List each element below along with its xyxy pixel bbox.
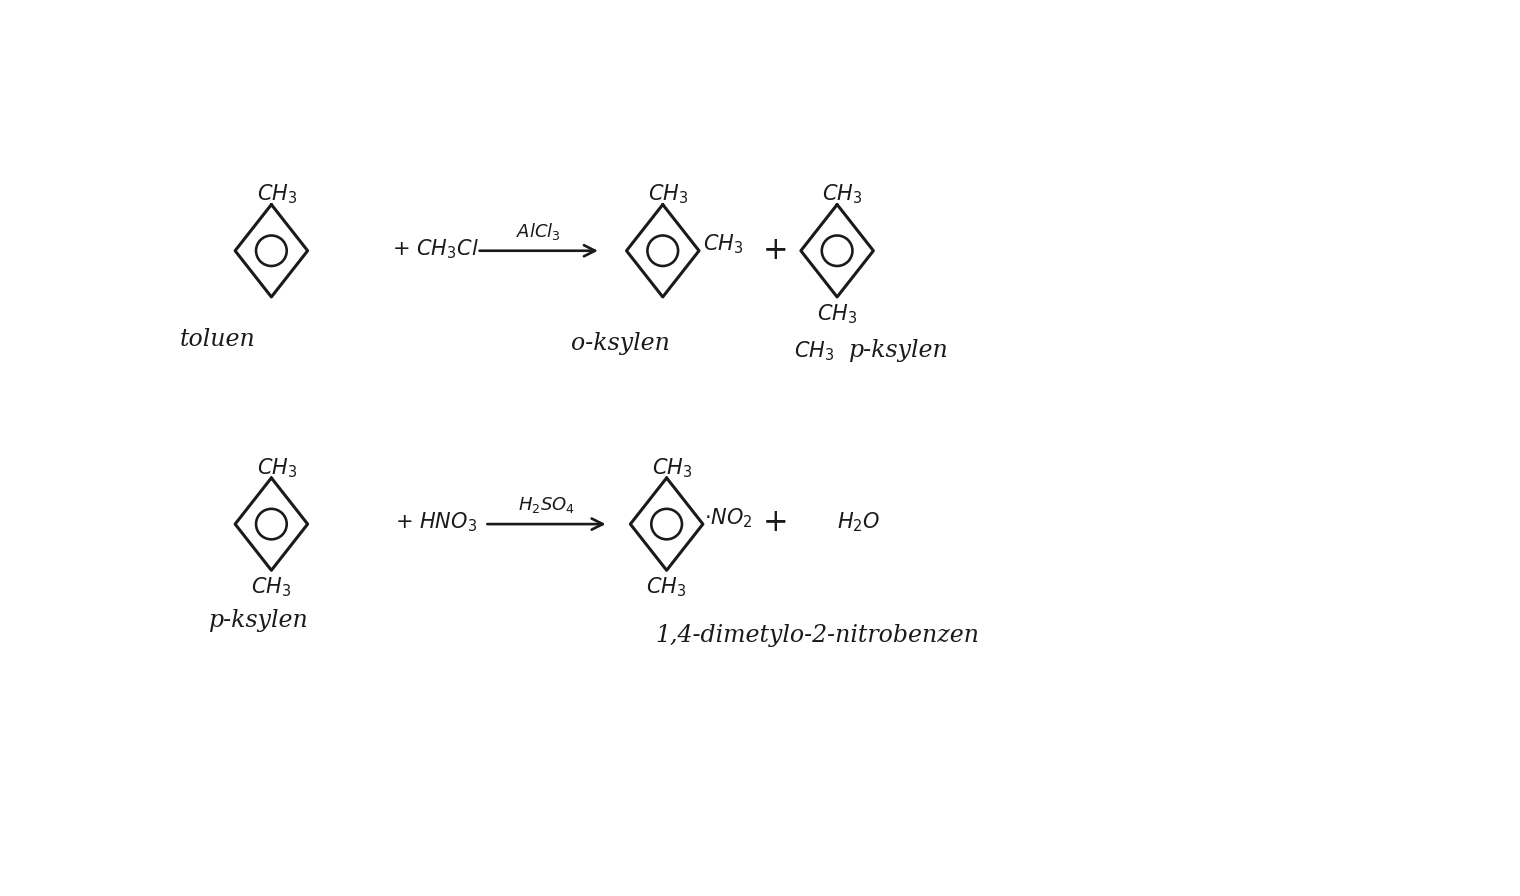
Text: $CH_3$: $CH_3$ <box>257 183 296 206</box>
Text: $H_2O$: $H_2O$ <box>838 511 880 534</box>
Text: +: + <box>763 507 787 538</box>
Text: $H_2SO_4$: $H_2SO_4$ <box>518 495 575 515</box>
Text: $CH_3$: $CH_3$ <box>822 183 863 206</box>
Text: $CH_3$: $CH_3$ <box>702 233 743 256</box>
Text: $AlCl_3$: $AlCl_3$ <box>517 221 561 242</box>
Text: p-ksylen: p-ksylen <box>848 340 948 362</box>
Text: $+\ HNO_3$: $+\ HNO_3$ <box>395 511 477 534</box>
Text: $+\ CH_3Cl$: $+\ CH_3Cl$ <box>392 237 479 261</box>
Text: $\cdot NO_2$: $\cdot NO_2$ <box>704 506 752 530</box>
Text: $CH_3$: $CH_3$ <box>816 302 857 325</box>
Text: $CH_3$: $CH_3$ <box>257 456 296 479</box>
Text: $CH_3$: $CH_3$ <box>646 575 687 599</box>
Text: p-ksylen: p-ksylen <box>210 609 309 632</box>
Text: $CH_3$: $CH_3$ <box>795 339 834 363</box>
Text: $CH_3$: $CH_3$ <box>652 456 692 479</box>
Text: toluen: toluen <box>179 328 255 351</box>
Text: o-ksylen: o-ksylen <box>570 332 670 355</box>
Text: 1,4-dimetylo-2-nitrobenzen: 1,4-dimetylo-2-nitrobenzen <box>655 625 979 647</box>
Text: +: + <box>763 236 787 266</box>
Text: $CH_3$: $CH_3$ <box>251 575 292 599</box>
Text: $CH_3$: $CH_3$ <box>648 183 689 206</box>
